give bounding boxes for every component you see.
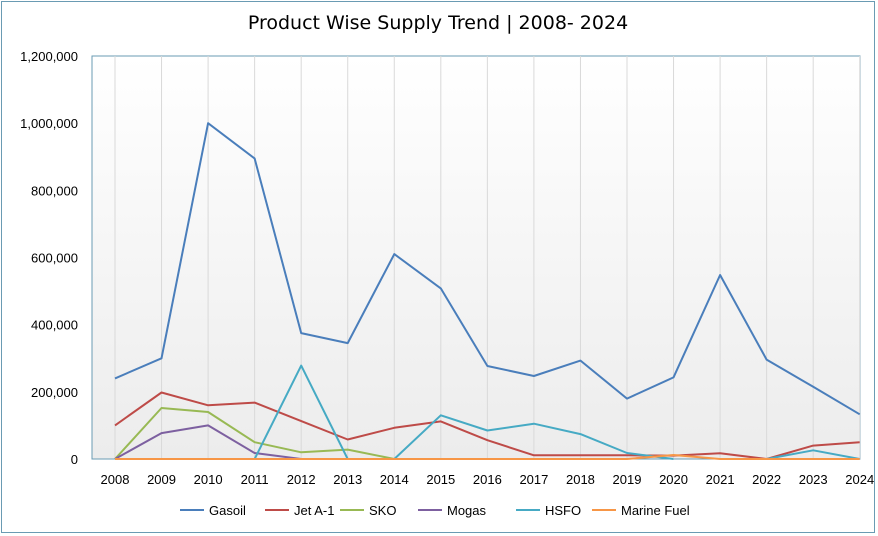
chart-title: Product Wise Supply Trend | 2008- 2024 (247, 12, 629, 34)
series-line-mogas (114, 424, 302, 460)
x-tick-label: 2023 (799, 472, 828, 487)
legend-label-marine-fuel: Marine Fuel (621, 503, 690, 518)
x-tick-label: 2022 (752, 472, 781, 487)
x-tick-label: 2013 (333, 472, 362, 487)
x-tick-label: 2024 (845, 472, 874, 487)
x-tick-label: 2021 (706, 472, 735, 487)
x-tick-label: 2011 (241, 472, 269, 487)
x-tick-label: 2008 (101, 472, 130, 487)
series-line-gasoil (114, 122, 861, 416)
x-tick-label: 2018 (566, 472, 595, 487)
series-line-hsfo (253, 364, 674, 460)
x-tick-label: 2016 (473, 472, 502, 487)
legend-label-hsfo: HSFO (545, 503, 581, 518)
y-tick-label: 0 (71, 452, 78, 467)
legend-label-gasoil: Gasoil (209, 503, 246, 518)
series-line-sko (114, 407, 395, 460)
x-tick-label: 2017 (519, 472, 548, 487)
plot-area (91, 55, 861, 460)
y-tick-label: 1,000,000 (20, 116, 78, 131)
series-line-jet-a-1 (114, 391, 860, 460)
x-tick-label: 2009 (147, 472, 176, 487)
y-tick-label: 400,000 (31, 318, 78, 333)
y-tick-label: 1,200,000 (20, 49, 78, 64)
series-line-hsfo (766, 449, 860, 460)
x-tick-label: 2012 (287, 472, 316, 487)
legend-label-mogas: Mogas (447, 503, 487, 518)
y-tick-label: 600,000 (31, 251, 78, 266)
x-tick-label: 2019 (613, 472, 642, 487)
legend-label-sko: SKO (369, 503, 396, 518)
legend-label-jet-a-1: Jet A-1 (294, 503, 334, 518)
series-line-marine-fuel (115, 454, 860, 460)
y-tick-label: 800,000 (31, 183, 78, 198)
y-tick-label: 200,000 (31, 385, 78, 400)
x-tick-label: 2015 (426, 472, 455, 487)
x-tick-label: 2010 (194, 472, 223, 487)
x-tick-label: 2014 (380, 472, 409, 487)
x-tick-label: 2020 (659, 472, 688, 487)
